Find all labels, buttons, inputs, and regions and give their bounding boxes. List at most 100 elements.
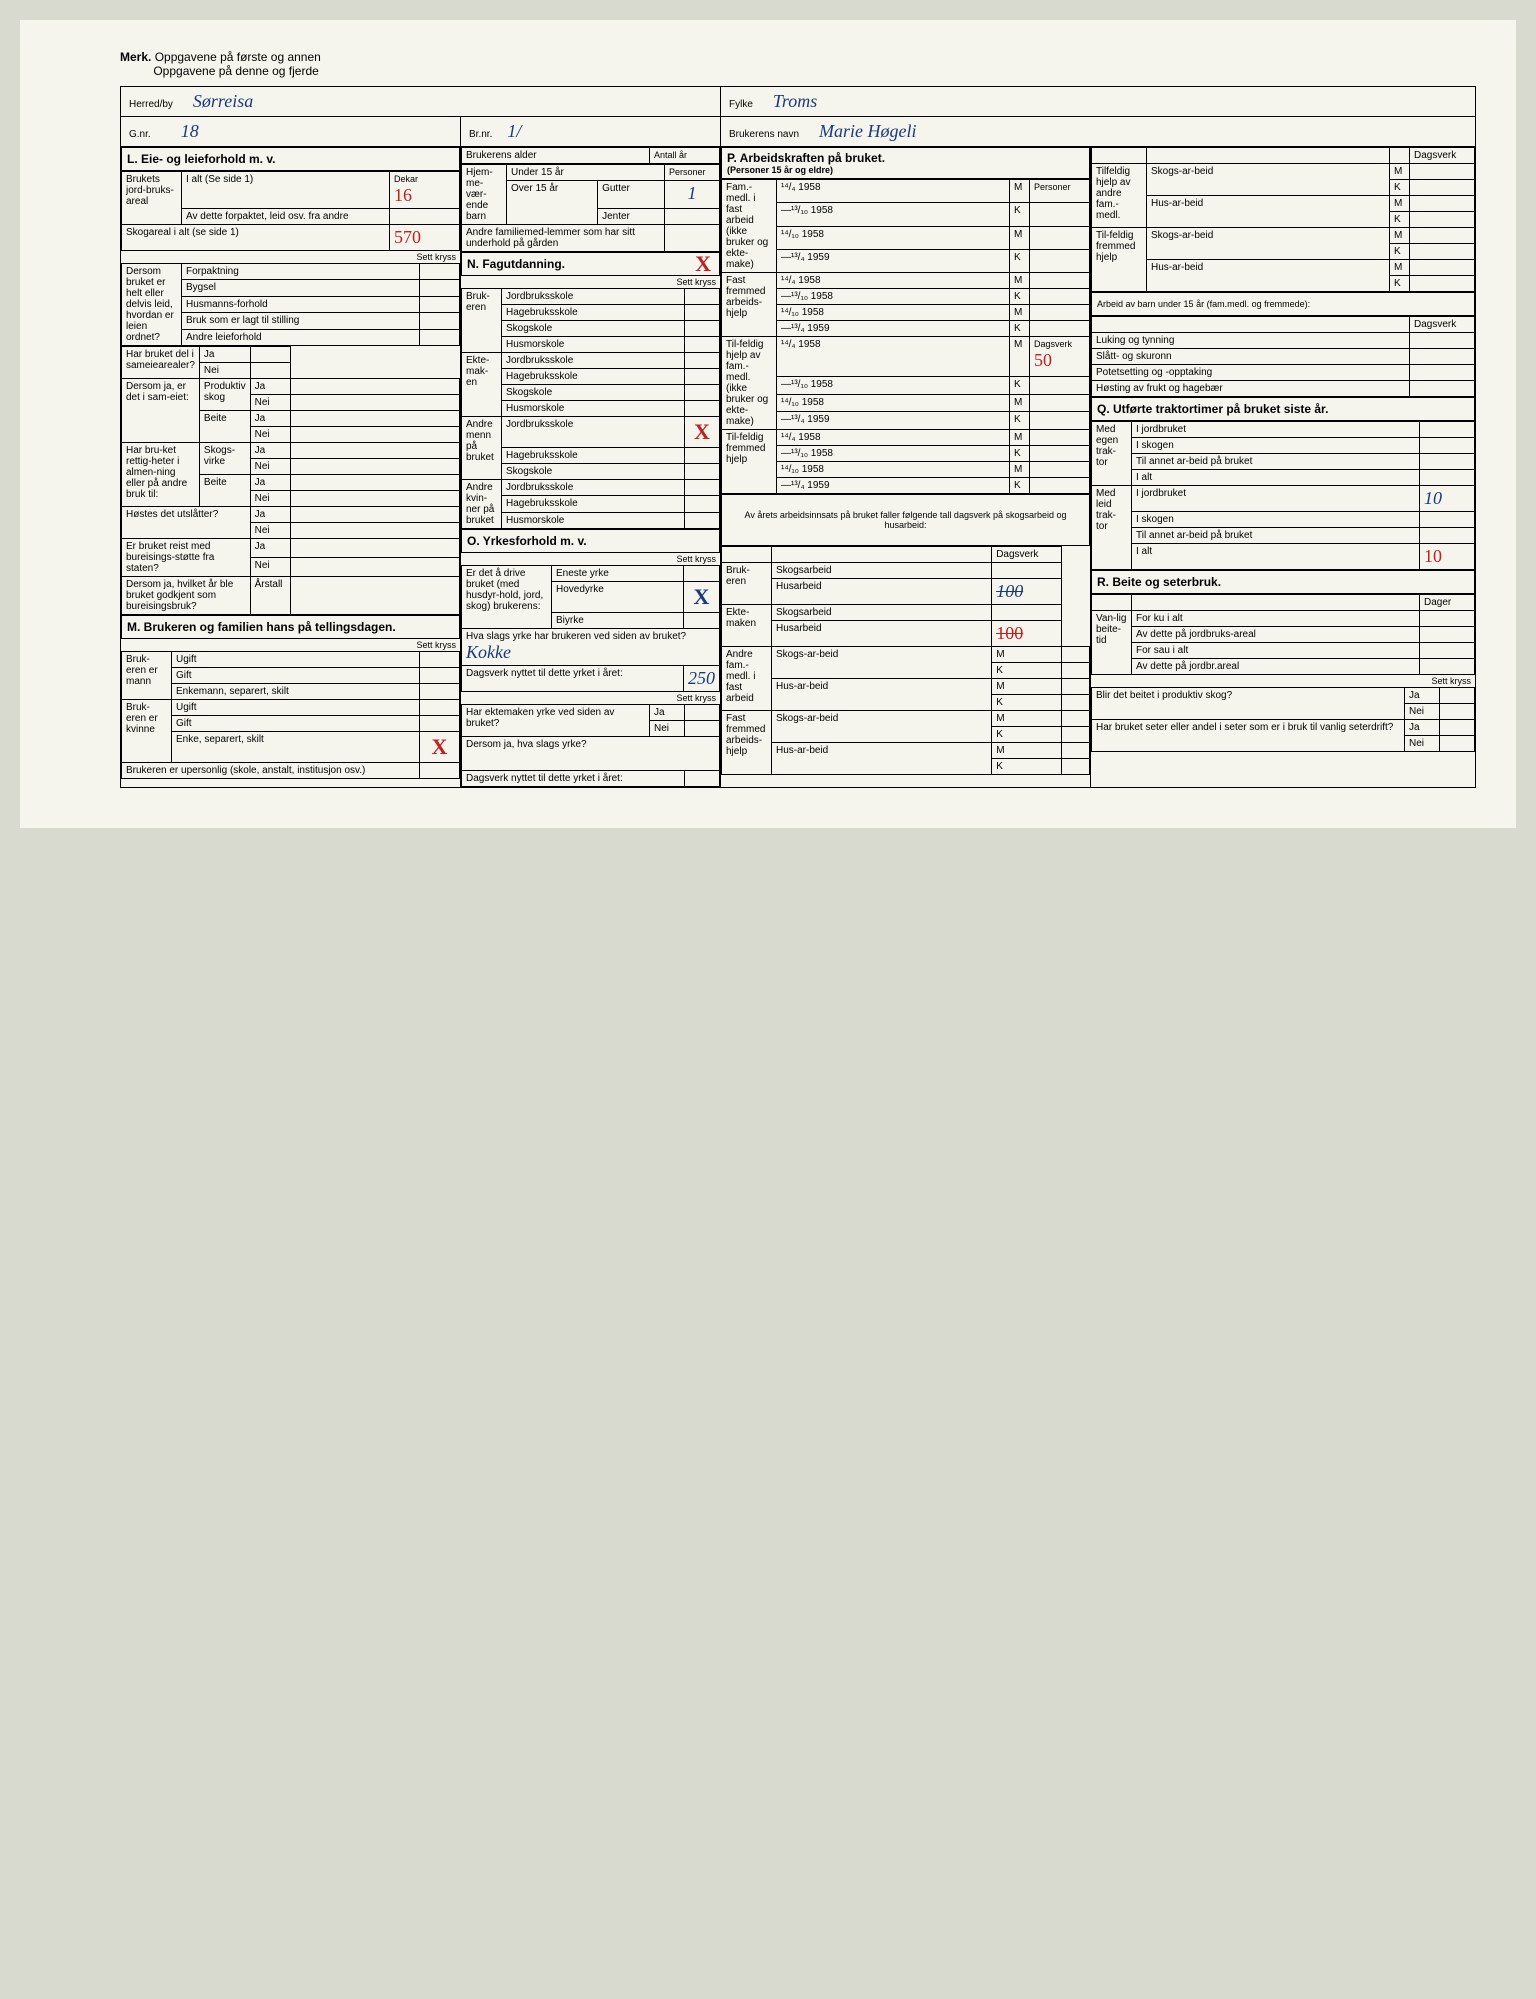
l-nei3: Nei bbox=[250, 427, 290, 443]
p-k7: K bbox=[1010, 446, 1030, 462]
l-bureis: Er bruket reist med bureisings-støtte fr… bbox=[122, 539, 251, 577]
p-k9: K bbox=[992, 663, 1062, 679]
p-m1: M bbox=[1010, 180, 1030, 203]
l-dekar-label: Dekar bbox=[394, 174, 418, 184]
m-enke: Enke, separert, skilt bbox=[172, 732, 420, 763]
p-m7: M bbox=[1010, 430, 1030, 446]
q-annet2: Til annet ar-beid på bruket bbox=[1132, 528, 1420, 544]
n-hus4: Husmorskole bbox=[502, 512, 685, 528]
section-q-title: Q. Utførte traktortimer på bruket siste … bbox=[1091, 397, 1475, 421]
section-r-title: R. Beite og seterbruk. bbox=[1091, 570, 1475, 594]
p-dagsv2: Dagsverk bbox=[992, 547, 1062, 563]
p-m12: M bbox=[992, 743, 1062, 759]
l-arstall: Årstall bbox=[250, 577, 290, 615]
l-dersom-label: Dersom bruket er helt eller delvis leid,… bbox=[122, 264, 182, 346]
p-d4: —¹³/₄ 1959 bbox=[777, 249, 1010, 272]
m-ugift1: Ugift bbox=[172, 652, 420, 668]
mid-antallar: Antall år bbox=[654, 150, 687, 160]
l-beite2: Beite bbox=[199, 475, 250, 507]
p-fammedl: Fam.-medl. i fast arbeid (ikke bruker og… bbox=[722, 180, 777, 273]
r-dager: Dager bbox=[1420, 595, 1475, 611]
r-beitet-q: Blir det beitet i produktiv skog? bbox=[1092, 688, 1405, 720]
merk-line2: Oppgavene på denne og fjerde bbox=[153, 64, 318, 78]
p-d1: ¹⁴/₄ 1958 bbox=[777, 180, 1010, 203]
mid-under15: Under 15 år bbox=[507, 165, 665, 181]
r-sau: For sau i alt bbox=[1132, 643, 1420, 659]
o-nei: Nei bbox=[650, 721, 685, 737]
l-settkryss1: Sett kryss bbox=[121, 251, 460, 263]
l-ja4: Ja bbox=[250, 443, 290, 459]
p-fastfremhj: Fast fremmed arbeids-hjelp bbox=[722, 711, 772, 775]
l-beite1: Beite bbox=[199, 411, 250, 443]
p-d10: —¹³/₁₀ 1958 bbox=[777, 377, 1010, 395]
mid-hjemme: Hjem-me-vær-ende barn bbox=[462, 165, 507, 225]
r-k3: K bbox=[1390, 244, 1410, 260]
p-m4: M bbox=[1010, 305, 1030, 321]
n-jord2: Jordbruksskole bbox=[502, 353, 685, 369]
p-d12: —¹³/₄ 1959 bbox=[777, 412, 1010, 430]
r-k1: K bbox=[1390, 180, 1410, 196]
o-dersomja: Dersom ja, hva slags yrke? bbox=[462, 737, 720, 771]
l-nei4: Nei bbox=[250, 459, 290, 475]
p-m6: M bbox=[1010, 394, 1030, 412]
p-d3: ¹⁴/₁₀ 1958 bbox=[777, 226, 1010, 249]
brnr-label: Br.nr. bbox=[469, 129, 492, 140]
q-10a: 10 bbox=[1424, 488, 1442, 508]
p-brukeren: Bruk-eren bbox=[722, 563, 772, 605]
section-p-title: P. Arbeidskraften på bruket. bbox=[727, 151, 885, 165]
p-d11: ¹⁴/₁₀ 1958 bbox=[777, 394, 1010, 412]
l-ialt-label: I alt (Se side 1) bbox=[182, 172, 390, 209]
p-d2: —¹³/₁₀ 1958 bbox=[777, 203, 1010, 226]
q-skog2: I skogen bbox=[1132, 512, 1420, 528]
r-ku: For ku i alt bbox=[1132, 611, 1420, 627]
m-table: Bruk-eren er mann Ugift Gift Enkemann, s… bbox=[121, 651, 460, 779]
p-m2: M bbox=[1010, 226, 1030, 249]
r-m4: M bbox=[1390, 260, 1410, 276]
p-m8: M bbox=[1010, 462, 1030, 478]
o-eneste: Eneste yrke bbox=[552, 566, 684, 582]
p-k10: K bbox=[992, 695, 1062, 711]
o-dagsverk2: Dagsverk nyttet til dette yrket i året: bbox=[462, 771, 685, 787]
r-tilfandre: Tilfeldig hjelp av andre fam.-medl. bbox=[1092, 164, 1147, 228]
fylke-label: Fylke bbox=[729, 99, 753, 110]
p-d16: —¹³/₄ 1959 bbox=[777, 478, 1010, 494]
n-hus2: Husmorskole bbox=[502, 401, 685, 417]
mid-alder-label: Brukerens alder bbox=[462, 148, 650, 164]
q-leid: Med leid trak-tor bbox=[1092, 486, 1132, 570]
p-fastfrem: Fast fremmed arbeids-hjelp bbox=[722, 273, 777, 337]
section-l-title: L. Eie- og leieforhold m. v. bbox=[121, 147, 460, 171]
l-nei2: Nei bbox=[250, 395, 290, 411]
q-table: Med egen trak-tor I jordbruket I skogen … bbox=[1091, 421, 1475, 570]
n-jord1: Jordbruksskole bbox=[502, 289, 685, 305]
p-m10: M bbox=[992, 679, 1062, 695]
q-skog1: I skogen bbox=[1132, 438, 1420, 454]
o-kokke-value: Kokke bbox=[466, 642, 511, 662]
r-ja2: Ja bbox=[1405, 720, 1440, 736]
l-andreleie: Andre leieforhold bbox=[182, 329, 420, 345]
r-m1: M bbox=[1390, 164, 1410, 180]
right-table1: Dagsverk Tilfeldig hjelp av andre fam.-m… bbox=[1091, 147, 1475, 292]
p-andrefam2: Andre fam.-medl. i fast arbeid bbox=[722, 647, 772, 711]
p-k12: K bbox=[992, 759, 1062, 775]
gnr-label: G.nr. bbox=[129, 129, 151, 140]
n-jord3: Jordbruksskole bbox=[502, 417, 685, 448]
r-skogar2: Skogs-ar-beid bbox=[1147, 228, 1390, 260]
n-hus1: Husmorskole bbox=[502, 337, 685, 353]
n-title-x: X bbox=[695, 251, 711, 277]
l-prodskog: Produktiv skog bbox=[199, 379, 250, 411]
o-dagsverk-val: 250 bbox=[688, 668, 715, 688]
brnr-value: 1/ bbox=[507, 121, 521, 142]
mid-jenter: Jenter bbox=[598, 209, 665, 225]
brukernavn-value: Marie Høgeli bbox=[819, 121, 916, 142]
r-table: Dager Van-lig beite-tid For ku i alt Av … bbox=[1091, 594, 1475, 675]
m-settkryss: Sett kryss bbox=[121, 639, 460, 651]
n-settkryss: Sett kryss bbox=[461, 276, 720, 288]
l-avdette-label: Av dette forpaktet, leid osv. fra andre bbox=[182, 209, 390, 225]
r-table2: Blir det beitet i produktiv skog? Ja Nei… bbox=[1091, 687, 1475, 752]
l-dersomja: Dersom ja, er det i sam-eiet: bbox=[122, 379, 200, 443]
n-skog1: Skogskole bbox=[502, 321, 685, 337]
mid-over15: Over 15 år bbox=[507, 181, 598, 225]
o-settkryss2: Sett kryss bbox=[461, 692, 720, 704]
l-jordbruks-label: Brukets jord-bruks-areal bbox=[122, 172, 182, 225]
l-godkjent: Dersom ja, hvilket år ble bruket godkjen… bbox=[122, 577, 251, 615]
